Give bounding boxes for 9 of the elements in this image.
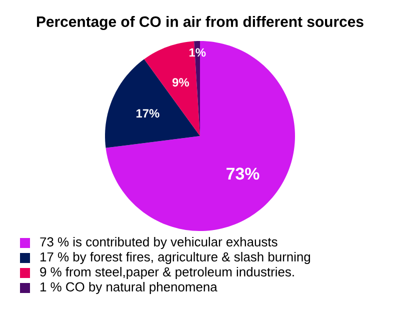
legend-label: 73 % is contributed by vehicular exhausts [40,236,278,250]
legend-label: 1 % CO by natural phenomena [40,282,218,294]
data-label: 1% [189,48,206,57]
data-label: 17% [136,109,160,118]
chart-title: Percentage of CO in air from different sources [36,16,364,30]
data-label: 73% [226,168,260,180]
legend-label: 17 % by forest fires, agriculture & slash burning [40,252,310,264]
data-label: 9% [172,78,190,87]
legend-label: 9 % from steel,paper & petroleum industries. [40,266,294,280]
